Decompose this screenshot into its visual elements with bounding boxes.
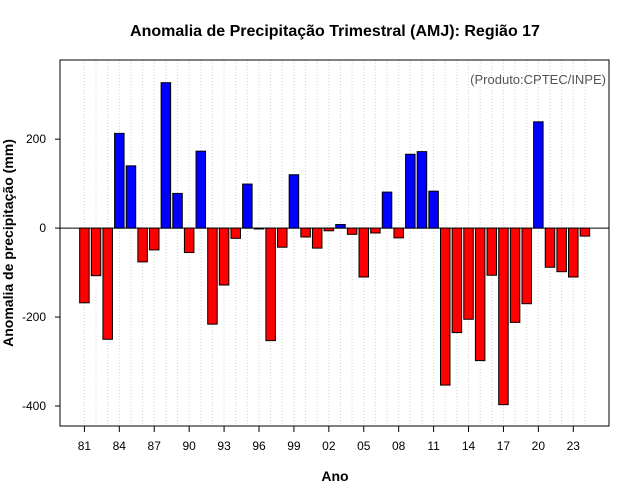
bar-12 (439, 227, 451, 386)
bar-23 (568, 227, 579, 278)
bar-94 (230, 227, 241, 239)
bar-01 (311, 227, 323, 249)
bar-15 (474, 227, 486, 362)
x-axis-label: Ano (321, 468, 348, 484)
bar-87 (148, 227, 160, 251)
bar-06 (370, 227, 381, 234)
bar-18 (509, 227, 521, 323)
x-tick-label: 84 (113, 439, 127, 453)
bar-95 (242, 183, 253, 229)
bar-03 (335, 224, 346, 229)
credit-label: (Produto:CPTEC/INPE) (470, 72, 606, 87)
bar-08 (393, 227, 404, 239)
bars (79, 82, 591, 406)
y-tick-label: 200 (26, 132, 46, 146)
y-tick-label: -200 (22, 310, 46, 324)
x-tick-label: 23 (567, 439, 581, 453)
x-tick-label: 14 (462, 439, 476, 453)
x-tick-label: 90 (182, 439, 196, 453)
x-tick-label: 81 (78, 439, 92, 453)
x-tick-label: 11 (427, 439, 440, 453)
y-tick-label: -400 (22, 399, 46, 413)
chart-title: Anomalia de Precipitação Trimestral (AMJ… (130, 23, 540, 40)
bar-97 (265, 227, 276, 342)
bar-19 (521, 227, 532, 305)
bar-90 (183, 227, 195, 254)
bar-96 (253, 227, 265, 230)
plot-frame (59, 59, 610, 427)
bar-89 (172, 192, 183, 229)
bar-91 (195, 150, 207, 229)
y-tick-label: 0 (39, 221, 46, 235)
bar-00 (300, 227, 311, 238)
bar-82 (90, 227, 102, 277)
bar-93 (218, 227, 230, 286)
bar-07 (381, 191, 393, 229)
x-tick-label: 87 (148, 439, 162, 453)
bar-98 (277, 227, 288, 248)
bar-86 (137, 227, 148, 263)
bar-17 (498, 227, 509, 406)
bar-24 (579, 227, 591, 237)
bar-85 (125, 165, 137, 229)
x-tick-label: 20 (532, 439, 546, 453)
bar-20 (533, 121, 544, 229)
x-tick-label: 93 (217, 439, 231, 453)
x-tick-label: 02 (322, 439, 336, 453)
bar-99 (288, 174, 300, 229)
bar-13 (451, 227, 463, 334)
bar-02 (323, 227, 335, 232)
x-tick-label: 99 (287, 439, 301, 453)
bar-10 (416, 151, 428, 229)
bar-83 (102, 227, 113, 340)
bar-22 (556, 227, 567, 273)
bar-88 (160, 82, 172, 229)
bar-14 (463, 227, 474, 320)
axes: -400 -200 0 200 81 84 87 90 93 96 99 02 05 08 11 14 17 20… (22, 59, 610, 453)
x-tick-label: 96 (252, 439, 266, 453)
y-axis-label: Anomalia de precipitação (mm) (0, 139, 16, 347)
bar-16 (486, 227, 498, 276)
x-tick-label: 05 (357, 439, 371, 453)
bar-84 (114, 132, 125, 229)
bar-21 (544, 227, 556, 268)
bar-81 (79, 227, 90, 304)
bar-05 (358, 227, 370, 278)
bar-11 (428, 190, 439, 229)
bar-92 (207, 227, 218, 325)
bar-04 (346, 227, 358, 235)
bar-09 (405, 153, 416, 229)
x-tick-label: 08 (392, 439, 406, 453)
x-tick-label: 17 (497, 439, 511, 453)
